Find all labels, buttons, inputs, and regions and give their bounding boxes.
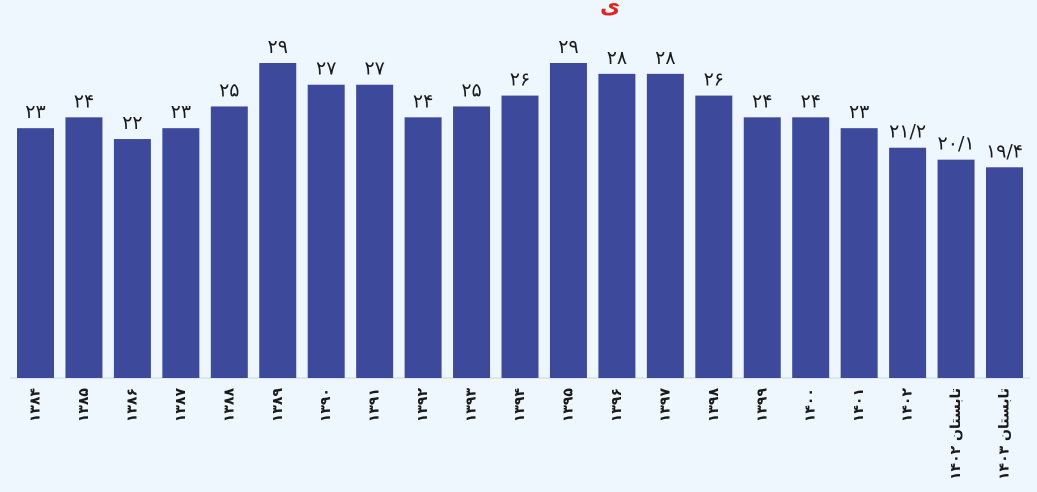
x-tick-label-19: ۱۴۰۲ [900,388,916,423]
bar-6 [259,63,297,378]
value-label-10: ۲۵ [461,79,481,101]
bar-16 [743,117,781,378]
bar-18 [840,128,878,378]
value-label-11: ۲۶ [510,69,530,91]
bar-3 [113,139,151,378]
x-tick-label-6: ۱۳۸۹ [270,388,286,423]
x-tick-label-15: ۱۳۹۸ [706,388,722,423]
x-tick-label-4: ۱۳۸۷ [173,388,189,423]
x-tick-label-12: ۱۳۹۵ [560,388,576,423]
bar-17 [792,117,830,378]
bar-11 [501,95,539,378]
bar-7 [307,84,345,379]
bar-20 [937,159,975,378]
value-label-20: ۲۰/۱ [938,133,975,155]
value-label-3: ۲۲ [122,112,142,134]
bar-8 [356,84,394,379]
bar-9 [404,117,442,378]
x-tick-label-14: ۱۳۹۷ [657,388,673,423]
x-tick-label-5: ۱۳۸۸ [221,388,237,423]
value-label-12: ۲۹ [558,36,578,58]
bar-4 [162,128,200,378]
x-tick-label-20: تابستان ۱۴۰۲ [948,388,964,480]
bar-13 [598,73,636,379]
x-tick-label-21: تابستان ۱۴۰۳ [997,388,1013,480]
bar-19 [889,147,927,378]
value-label-6: ۲۹ [268,36,288,58]
value-label-1: ۲۳ [25,101,45,123]
x-tick-label-3: ۱۳۸۶ [124,388,140,422]
bar-2 [65,117,103,378]
bar-5 [210,106,248,378]
bar-12 [549,63,587,378]
x-tick-label-7: ۱۳۹۰ [318,388,334,422]
value-label-21: ۱۹/۴ [986,140,1023,162]
bar-15 [695,95,733,378]
x-tick-label-18: ۱۴۰۱ [851,388,867,422]
value-label-17: ۲۴ [800,90,820,112]
x-tick-label-9: ۱۳۹۲ [415,388,431,423]
value-label-9: ۲۴ [413,90,433,112]
value-label-13: ۲۸ [607,47,627,69]
x-tick-label-16: ۱۳۹۹ [754,388,770,423]
bar-10 [453,106,491,378]
value-label-15: ۲۶ [704,69,724,91]
value-label-8: ۲۷ [364,58,384,80]
x-tick-label-10: ۱۳۹۳ [464,388,480,423]
bar-14 [646,73,684,379]
value-label-5: ۲۵ [219,79,239,101]
value-label-7: ۲۷ [316,58,336,80]
x-tick-label-2: ۱۳۸۵ [76,388,92,423]
x-tick-label-13: ۱۳۹۶ [609,388,625,422]
x-tick-label-1: ۱۳۸۴ [28,388,44,423]
value-label-18: ۲۳ [849,101,869,123]
value-label-2: ۲۴ [74,90,94,112]
value-label-16: ۲۴ [752,90,772,112]
bar-21 [986,167,1023,378]
x-tick-label-11: ۱۳۹۴ [512,388,528,423]
title-fragment: ی [600,0,621,19]
value-label-4: ۲۳ [171,101,191,123]
bar-1 [17,128,54,378]
x-tick-label-17: ۱۴۰۰ [803,388,819,422]
value-label-14: ۲۸ [655,47,675,69]
x-tick-label-8: ۱۳۹۱ [367,388,383,422]
value-label-19: ۲۱/۲ [889,121,926,143]
